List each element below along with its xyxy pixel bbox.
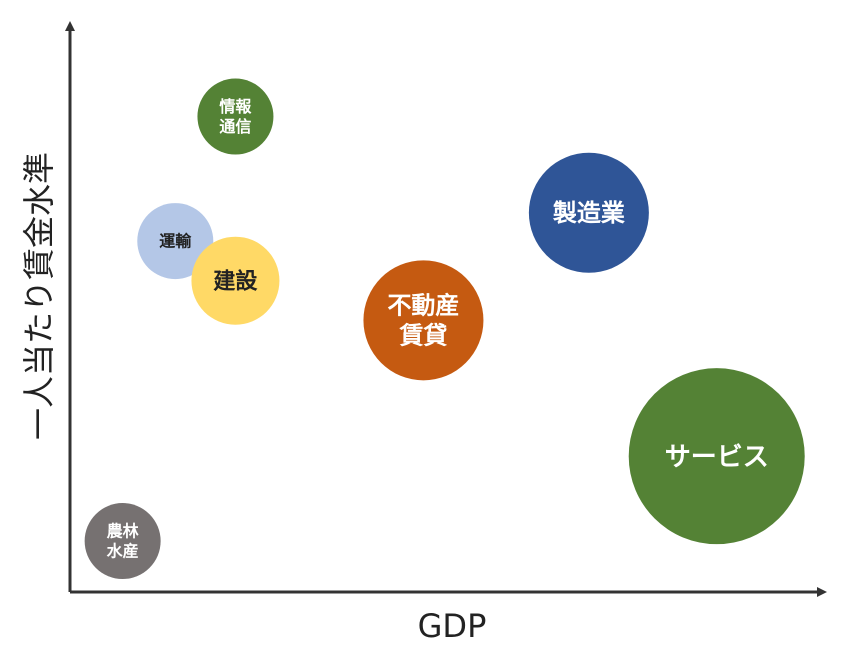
x-axis-label: GDP <box>418 607 487 645</box>
bubble-6 <box>84 503 161 580</box>
bubble-5 <box>628 368 805 545</box>
bubble-label-4: 不動産賃貸 <box>387 292 459 350</box>
bubble-0 <box>197 78 274 155</box>
bubble-label-5: サービス <box>665 442 769 472</box>
bubble-label-0: 情報通信 <box>219 97 252 136</box>
bubble-label-1: 製造業 <box>553 199 625 227</box>
bubble-label-2: 運輸 <box>159 232 192 251</box>
bubble-4 <box>363 260 484 381</box>
y-axis-label: 一人当たり賃金水準 <box>20 152 58 440</box>
bubble-label-3: 建設 <box>213 268 258 294</box>
bubble-2 <box>137 203 214 280</box>
bubble-3 <box>191 236 280 325</box>
bubble-1 <box>528 152 649 273</box>
bubble-label-6: 農林水産 <box>107 522 139 561</box>
